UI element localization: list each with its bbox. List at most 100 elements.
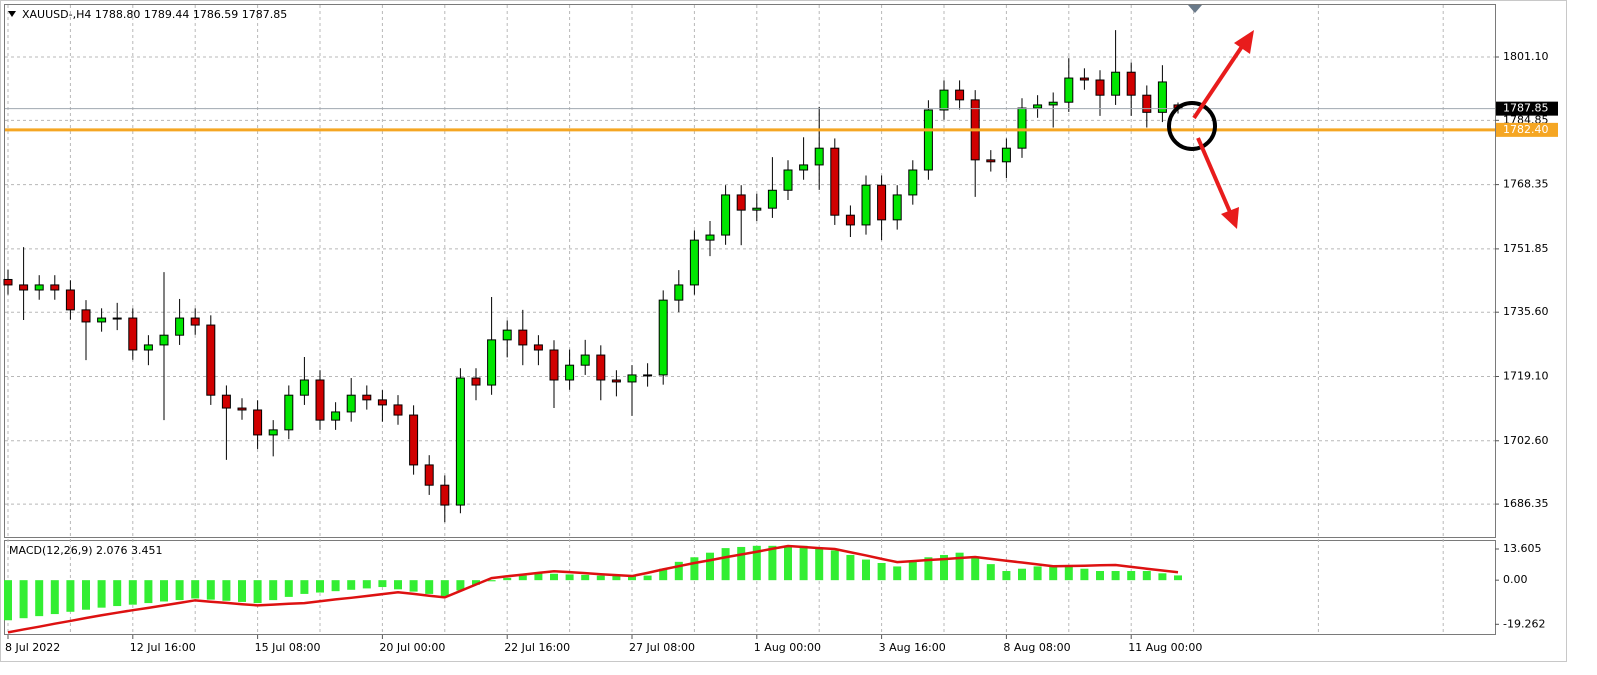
x-tick-label: 8 Jul 2022 [5, 641, 60, 654]
candle-body [455, 377, 465, 506]
candle-body [299, 379, 309, 396]
macd-bar [503, 577, 512, 581]
macd-bar [487, 580, 496, 582]
macd-bar [316, 580, 324, 593]
macd-bar [191, 580, 200, 599]
candle-body [502, 329, 512, 341]
candle-body [549, 349, 559, 381]
x-tick-label: 11 Aug 00:00 [1128, 641, 1202, 654]
macd-bar [690, 557, 699, 581]
candle-body [1033, 104, 1043, 109]
x-tick-label: 22 Jul 16:00 [504, 641, 570, 654]
macd-bar [643, 575, 652, 581]
macd-bar [518, 575, 527, 581]
candle-body [440, 484, 450, 506]
macd-bar [456, 580, 465, 591]
macd-bar [1064, 566, 1073, 581]
macd-bar [35, 580, 44, 617]
candle-body [331, 411, 341, 421]
y-tick-label: 0.00 [1503, 573, 1528, 586]
candle-body [128, 317, 138, 351]
price-label-box [1496, 101, 1558, 116]
price-label: 1782.40 [1503, 123, 1549, 136]
candle-body [112, 317, 122, 320]
candle-body [518, 329, 528, 346]
macd-bar [940, 554, 948, 581]
candle-body [268, 429, 278, 436]
macd-bar [269, 580, 278, 601]
macd-bar [144, 580, 153, 604]
y-tick-label: 1768.35 [1503, 178, 1549, 191]
candle-body [596, 354, 606, 381]
candle-body [1157, 81, 1167, 113]
macd-bar [284, 580, 293, 597]
candle-body [159, 334, 169, 346]
macd-bar [206, 580, 215, 600]
macd-bar [1049, 566, 1058, 581]
candle-body [65, 289, 75, 311]
candle-body [736, 194, 746, 211]
candle-body [221, 394, 231, 409]
macd-bar [347, 580, 356, 590]
menu-triangle [8, 11, 16, 17]
macd-bar [846, 554, 855, 581]
annotation-arrowhead-down [1221, 207, 1239, 229]
x-tick-label: 15 Jul 08:00 [255, 641, 321, 654]
candle-body [190, 317, 200, 326]
main-pane-border [4, 4, 1496, 538]
candle-body [424, 464, 434, 486]
macd-bar [175, 580, 184, 601]
candle-body [315, 379, 325, 421]
y-tick-label: 1801.10 [1503, 50, 1549, 63]
macd-bar [97, 580, 106, 608]
candle-body [1126, 71, 1136, 96]
macd-bar [565, 574, 574, 581]
y-tick-label: 13.605 [1503, 542, 1542, 555]
candle-body [1064, 77, 1074, 103]
candle-body [845, 214, 855, 226]
macd-bar [674, 561, 683, 581]
macd-bar [4, 580, 12, 621]
candle-body [1142, 94, 1152, 113]
candle-body [705, 234, 715, 241]
macd-bar [752, 545, 761, 581]
macd-bar [971, 557, 980, 581]
candle-body [1111, 71, 1121, 96]
y-tick-label: 1719.10 [1503, 369, 1549, 382]
macd-bar [877, 562, 886, 581]
macd-bar [924, 557, 933, 581]
candle-body [892, 194, 902, 221]
annotation-arrow-down [1196, 137, 1232, 213]
candle-body [767, 189, 777, 209]
x-tick-label: 8 Aug 08:00 [1003, 641, 1070, 654]
candle-body [237, 407, 247, 411]
candle-body [1017, 107, 1027, 149]
candle-body [1095, 79, 1105, 96]
y-tick-label: 1686.35 [1503, 497, 1549, 510]
candle-body [1001, 147, 1011, 163]
candle-body [674, 284, 684, 301]
candle-body [783, 169, 793, 191]
macd-bar [409, 580, 418, 592]
annotation-circle [1167, 101, 1217, 151]
macd-bar [1111, 571, 1120, 581]
candle-body [206, 324, 216, 396]
candle-body [799, 164, 809, 171]
x-tick-label: 20 Jul 00:00 [379, 641, 445, 654]
macd-bar [893, 566, 902, 581]
x-tick-label: 3 Aug 16:00 [879, 641, 946, 654]
annotation-arrowhead-up [1234, 30, 1254, 54]
y-tick-label: 1702.60 [1503, 434, 1549, 447]
macd-bar [1080, 568, 1089, 581]
macd-bar [534, 573, 543, 581]
macd-bar [955, 552, 964, 581]
macd-bar [596, 575, 605, 581]
chart-title: XAUUSD-,H4 1788.80 1789.44 1786.59 1787.… [22, 8, 287, 21]
candle-body [580, 354, 590, 366]
macd-bar [19, 580, 28, 619]
candle-body [611, 379, 621, 383]
candle-body [643, 374, 653, 377]
candle-body [377, 399, 387, 406]
y-tick-label: 1735.60 [1503, 305, 1549, 318]
